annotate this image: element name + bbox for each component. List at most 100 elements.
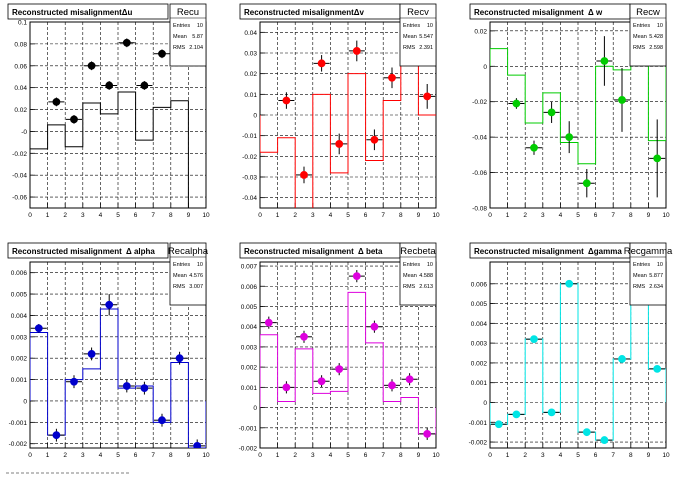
stats-name: Recv bbox=[407, 7, 429, 18]
data-point bbox=[136, 81, 153, 90]
x-tick-label: 1 bbox=[506, 212, 510, 219]
stats-label: Entries bbox=[633, 262, 650, 268]
stats-value: 4.588 bbox=[419, 273, 433, 279]
data-point bbox=[561, 279, 578, 288]
data-point bbox=[101, 294, 118, 316]
title-box: Reconstructed misalignmentΔv bbox=[239, 3, 401, 20]
plot-area bbox=[30, 294, 206, 448]
title-box-frame bbox=[7, 242, 169, 259]
data-point bbox=[313, 55, 330, 72]
x-tick-label: 4 bbox=[99, 212, 103, 219]
y-tick-label: -0.04 bbox=[242, 195, 257, 202]
data-point bbox=[48, 428, 65, 442]
x-tick-label: 2 bbox=[523, 452, 527, 459]
data-marker bbox=[335, 140, 344, 148]
x-tick-label: 7 bbox=[381, 212, 385, 219]
y-tick-label: 0 bbox=[483, 400, 487, 407]
x-tick-label: 0 bbox=[28, 212, 32, 219]
stats-value: 10 bbox=[657, 262, 663, 268]
data-marker bbox=[547, 108, 556, 117]
x-tick-label: 1 bbox=[506, 452, 510, 459]
y-tick-label: 0.02 bbox=[474, 28, 487, 35]
y-tick-label: -0 bbox=[21, 129, 27, 136]
stats-label: RMS bbox=[173, 284, 186, 290]
stats-value: 5.877 bbox=[649, 273, 663, 279]
y-tick-label: 0 bbox=[253, 113, 257, 120]
chart-panel-4: 0 1 2 3 4 5 6 7 8 9 10 -0.002 -0.001 0 0.001 0.002 0.003… bbox=[7, 242, 210, 459]
y-tick-label: 0.001 bbox=[241, 385, 258, 392]
data-marker bbox=[388, 381, 396, 390]
data-marker bbox=[105, 81, 114, 90]
y-tick-label: -0.04 bbox=[472, 135, 487, 142]
x-tick-label: 10 bbox=[202, 212, 210, 219]
data-marker bbox=[405, 375, 414, 384]
stats-label: RMS bbox=[633, 284, 646, 290]
chart-title-symbol: Δgamma bbox=[588, 247, 622, 256]
data-marker bbox=[388, 73, 396, 82]
y-tick-label: 0.004 bbox=[11, 313, 28, 320]
stats-label: Entries bbox=[173, 262, 190, 268]
y-tick-label: -0.002 bbox=[239, 446, 258, 453]
x-tick-label: 4 bbox=[329, 212, 333, 219]
y-tick-label: 0 bbox=[23, 398, 27, 405]
data-point bbox=[419, 84, 436, 109]
stats-label: RMS bbox=[173, 45, 186, 51]
y-tick-label: 0.005 bbox=[241, 304, 258, 311]
y-tick-label: 0.003 bbox=[241, 344, 258, 351]
data-point bbox=[136, 381, 153, 395]
y-tick-label: -0.03 bbox=[242, 175, 257, 182]
stats-label: Entries bbox=[633, 23, 650, 29]
x-tick-label: 5 bbox=[576, 212, 580, 219]
stats-value: 2.634 bbox=[649, 284, 663, 290]
data-marker bbox=[70, 377, 78, 386]
data-marker bbox=[158, 416, 166, 425]
stats-label: Entries bbox=[173, 23, 190, 29]
y-tick-label: -0.02 bbox=[242, 154, 257, 161]
x-tick-label: 8 bbox=[169, 452, 173, 459]
x-tick-label: 5 bbox=[346, 452, 350, 459]
data-point bbox=[331, 133, 348, 155]
data-marker bbox=[282, 96, 291, 105]
x-tick-label: 9 bbox=[417, 452, 421, 459]
x-tick-label: 3 bbox=[81, 212, 85, 219]
x-tick-label: 10 bbox=[662, 452, 670, 459]
x-tick-label: 9 bbox=[187, 212, 191, 219]
x-tick-label: 5 bbox=[116, 212, 120, 219]
data-point bbox=[313, 375, 330, 388]
x-tick-label: 10 bbox=[432, 452, 440, 459]
data-point bbox=[278, 381, 295, 394]
stats-box-frame bbox=[169, 242, 207, 306]
y-tick-label: 0.03 bbox=[244, 51, 257, 58]
data-marker bbox=[653, 154, 662, 163]
stats-box-frame bbox=[629, 3, 667, 67]
data-point bbox=[83, 347, 100, 361]
data-point bbox=[154, 413, 170, 427]
data-marker bbox=[282, 383, 291, 392]
chart-title: Reconstructed misalignment bbox=[12, 247, 122, 256]
x-tick-label: 9 bbox=[417, 212, 421, 219]
data-marker bbox=[317, 377, 326, 386]
stats-value: 2.598 bbox=[649, 45, 663, 51]
y-tick-label: 0.002 bbox=[471, 360, 488, 367]
y-tick-label: 0.04 bbox=[244, 30, 257, 37]
y-tick-label: 0.06 bbox=[14, 63, 27, 70]
data-point bbox=[508, 410, 525, 419]
data-point bbox=[401, 373, 418, 386]
stats-label: RMS bbox=[633, 45, 646, 51]
stats-name: Recw bbox=[636, 7, 660, 18]
y-tick-label: -0.001 bbox=[9, 420, 28, 427]
data-marker bbox=[618, 355, 626, 363]
y-tick-label: -0.002 bbox=[9, 441, 28, 448]
data-point bbox=[278, 92, 295, 109]
x-tick-label: 0 bbox=[258, 452, 262, 459]
x-tick-label: 2 bbox=[523, 212, 527, 219]
title-box: Reconstructed misalignment Δ alpha bbox=[7, 242, 169, 259]
y-tick-label: 0.007 bbox=[241, 264, 258, 271]
x-tick-label: 3 bbox=[311, 452, 315, 459]
x-tick-label: 3 bbox=[311, 212, 315, 219]
data-marker bbox=[300, 332, 308, 341]
data-marker bbox=[87, 350, 96, 358]
